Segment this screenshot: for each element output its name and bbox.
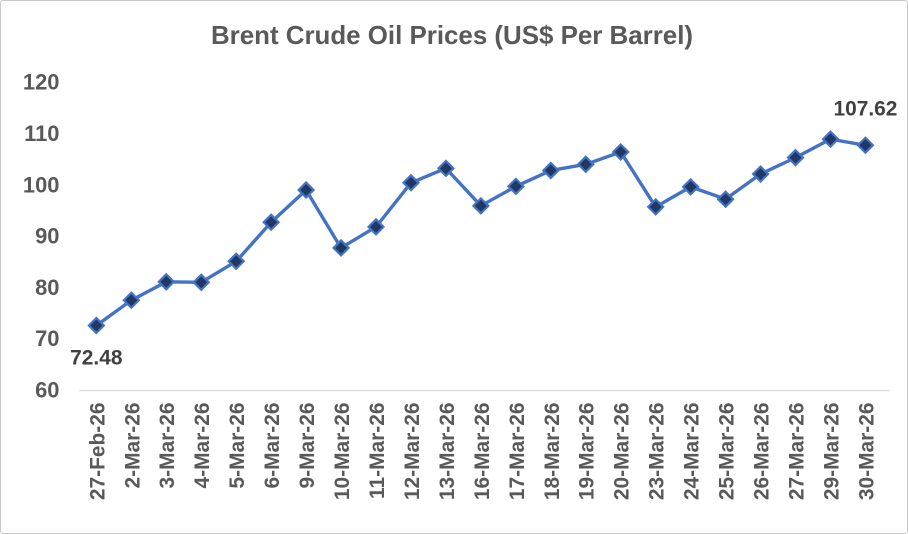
data-point-marker	[87, 316, 106, 335]
series-line	[94, 137, 868, 328]
y-tick-label: 80	[35, 275, 59, 300]
y-tick-label: 60	[35, 378, 59, 403]
x-tick-label: 27-Feb-26	[86, 402, 109, 500]
data-point-marker	[227, 252, 246, 271]
data-point-marker	[856, 136, 875, 155]
y-tick-label: 120	[23, 70, 60, 95]
x-tick-label: 19-Mar-26	[576, 402, 599, 500]
price-series	[87, 130, 875, 335]
y-tick-label: 90	[35, 224, 59, 249]
y-tick-label: 100	[23, 172, 60, 197]
x-tick-label: 16-Mar-26	[471, 402, 494, 500]
data-point-marker	[506, 177, 525, 196]
data-point-marker	[436, 159, 455, 178]
x-tick-label: 9-Mar-26	[296, 402, 319, 488]
x-tick-label: 4-Mar-26	[191, 402, 214, 488]
data-point-marker	[122, 291, 141, 310]
y-axis-labels: 120 110 100 90 80 70 60	[23, 70, 60, 403]
data-point-marker	[786, 148, 805, 167]
data-point-marker	[192, 273, 211, 292]
data-point-marker	[332, 238, 351, 257]
data-point-marker	[541, 161, 560, 180]
x-tick-label: 6-Mar-26	[261, 402, 284, 488]
y-tick-label: 110	[24, 121, 59, 146]
data-point-marker	[157, 272, 176, 291]
point-value-label: 72.48	[70, 346, 122, 369]
data-point-marker	[576, 155, 595, 174]
x-axis-labels: 27-Feb-26 2-Mar-26 3-Mar-26 4-Mar-26 5-Mar-2…	[86, 402, 878, 500]
data-point-marker	[262, 213, 281, 232]
x-tick-label: 11-Mar-26	[366, 402, 389, 498]
x-tick-label: 26-Mar-26	[751, 402, 774, 500]
x-tick-label: 13-Mar-26	[436, 402, 459, 500]
x-tick-label: 2-Mar-26	[121, 402, 144, 488]
data-point-marker	[611, 142, 630, 162]
x-tick-label: 3-Mar-26	[156, 402, 179, 488]
data-labels: 72.48 107.62	[70, 97, 897, 369]
x-tick-label: 27-Mar-26	[785, 402, 808, 500]
data-point-marker	[646, 197, 665, 216]
x-tick-label: 20-Mar-26	[611, 402, 634, 500]
x-tick-label: 5-Mar-26	[226, 402, 249, 488]
data-point-marker	[821, 130, 840, 149]
x-tick-label: 12-Mar-26	[401, 402, 424, 500]
x-tick-label: 23-Mar-26	[646, 402, 669, 500]
data-point-marker	[297, 180, 316, 199]
data-point-marker	[751, 165, 770, 184]
x-tick-label: 24-Mar-26	[681, 402, 704, 500]
x-tick-label: 30-Mar-26	[855, 402, 878, 500]
y-tick-label: 70	[35, 326, 59, 351]
x-tick-label: 29-Mar-26	[820, 402, 843, 500]
data-point-marker	[681, 177, 700, 196]
x-tick-label: 18-Mar-26	[541, 402, 564, 500]
data-point-marker	[471, 196, 490, 215]
data-point-marker	[716, 190, 735, 209]
data-point-marker	[366, 217, 386, 236]
x-tick-label: 10-Mar-26	[331, 402, 354, 500]
data-point-marker	[401, 173, 420, 192]
x-tick-label: 17-Mar-26	[506, 402, 529, 500]
x-tick-label: 25-Mar-26	[716, 402, 739, 500]
point-value-label: 107.62	[833, 97, 897, 120]
chart-title: Brent Crude Oil Prices (US$ Per Barrel)	[211, 22, 693, 50]
